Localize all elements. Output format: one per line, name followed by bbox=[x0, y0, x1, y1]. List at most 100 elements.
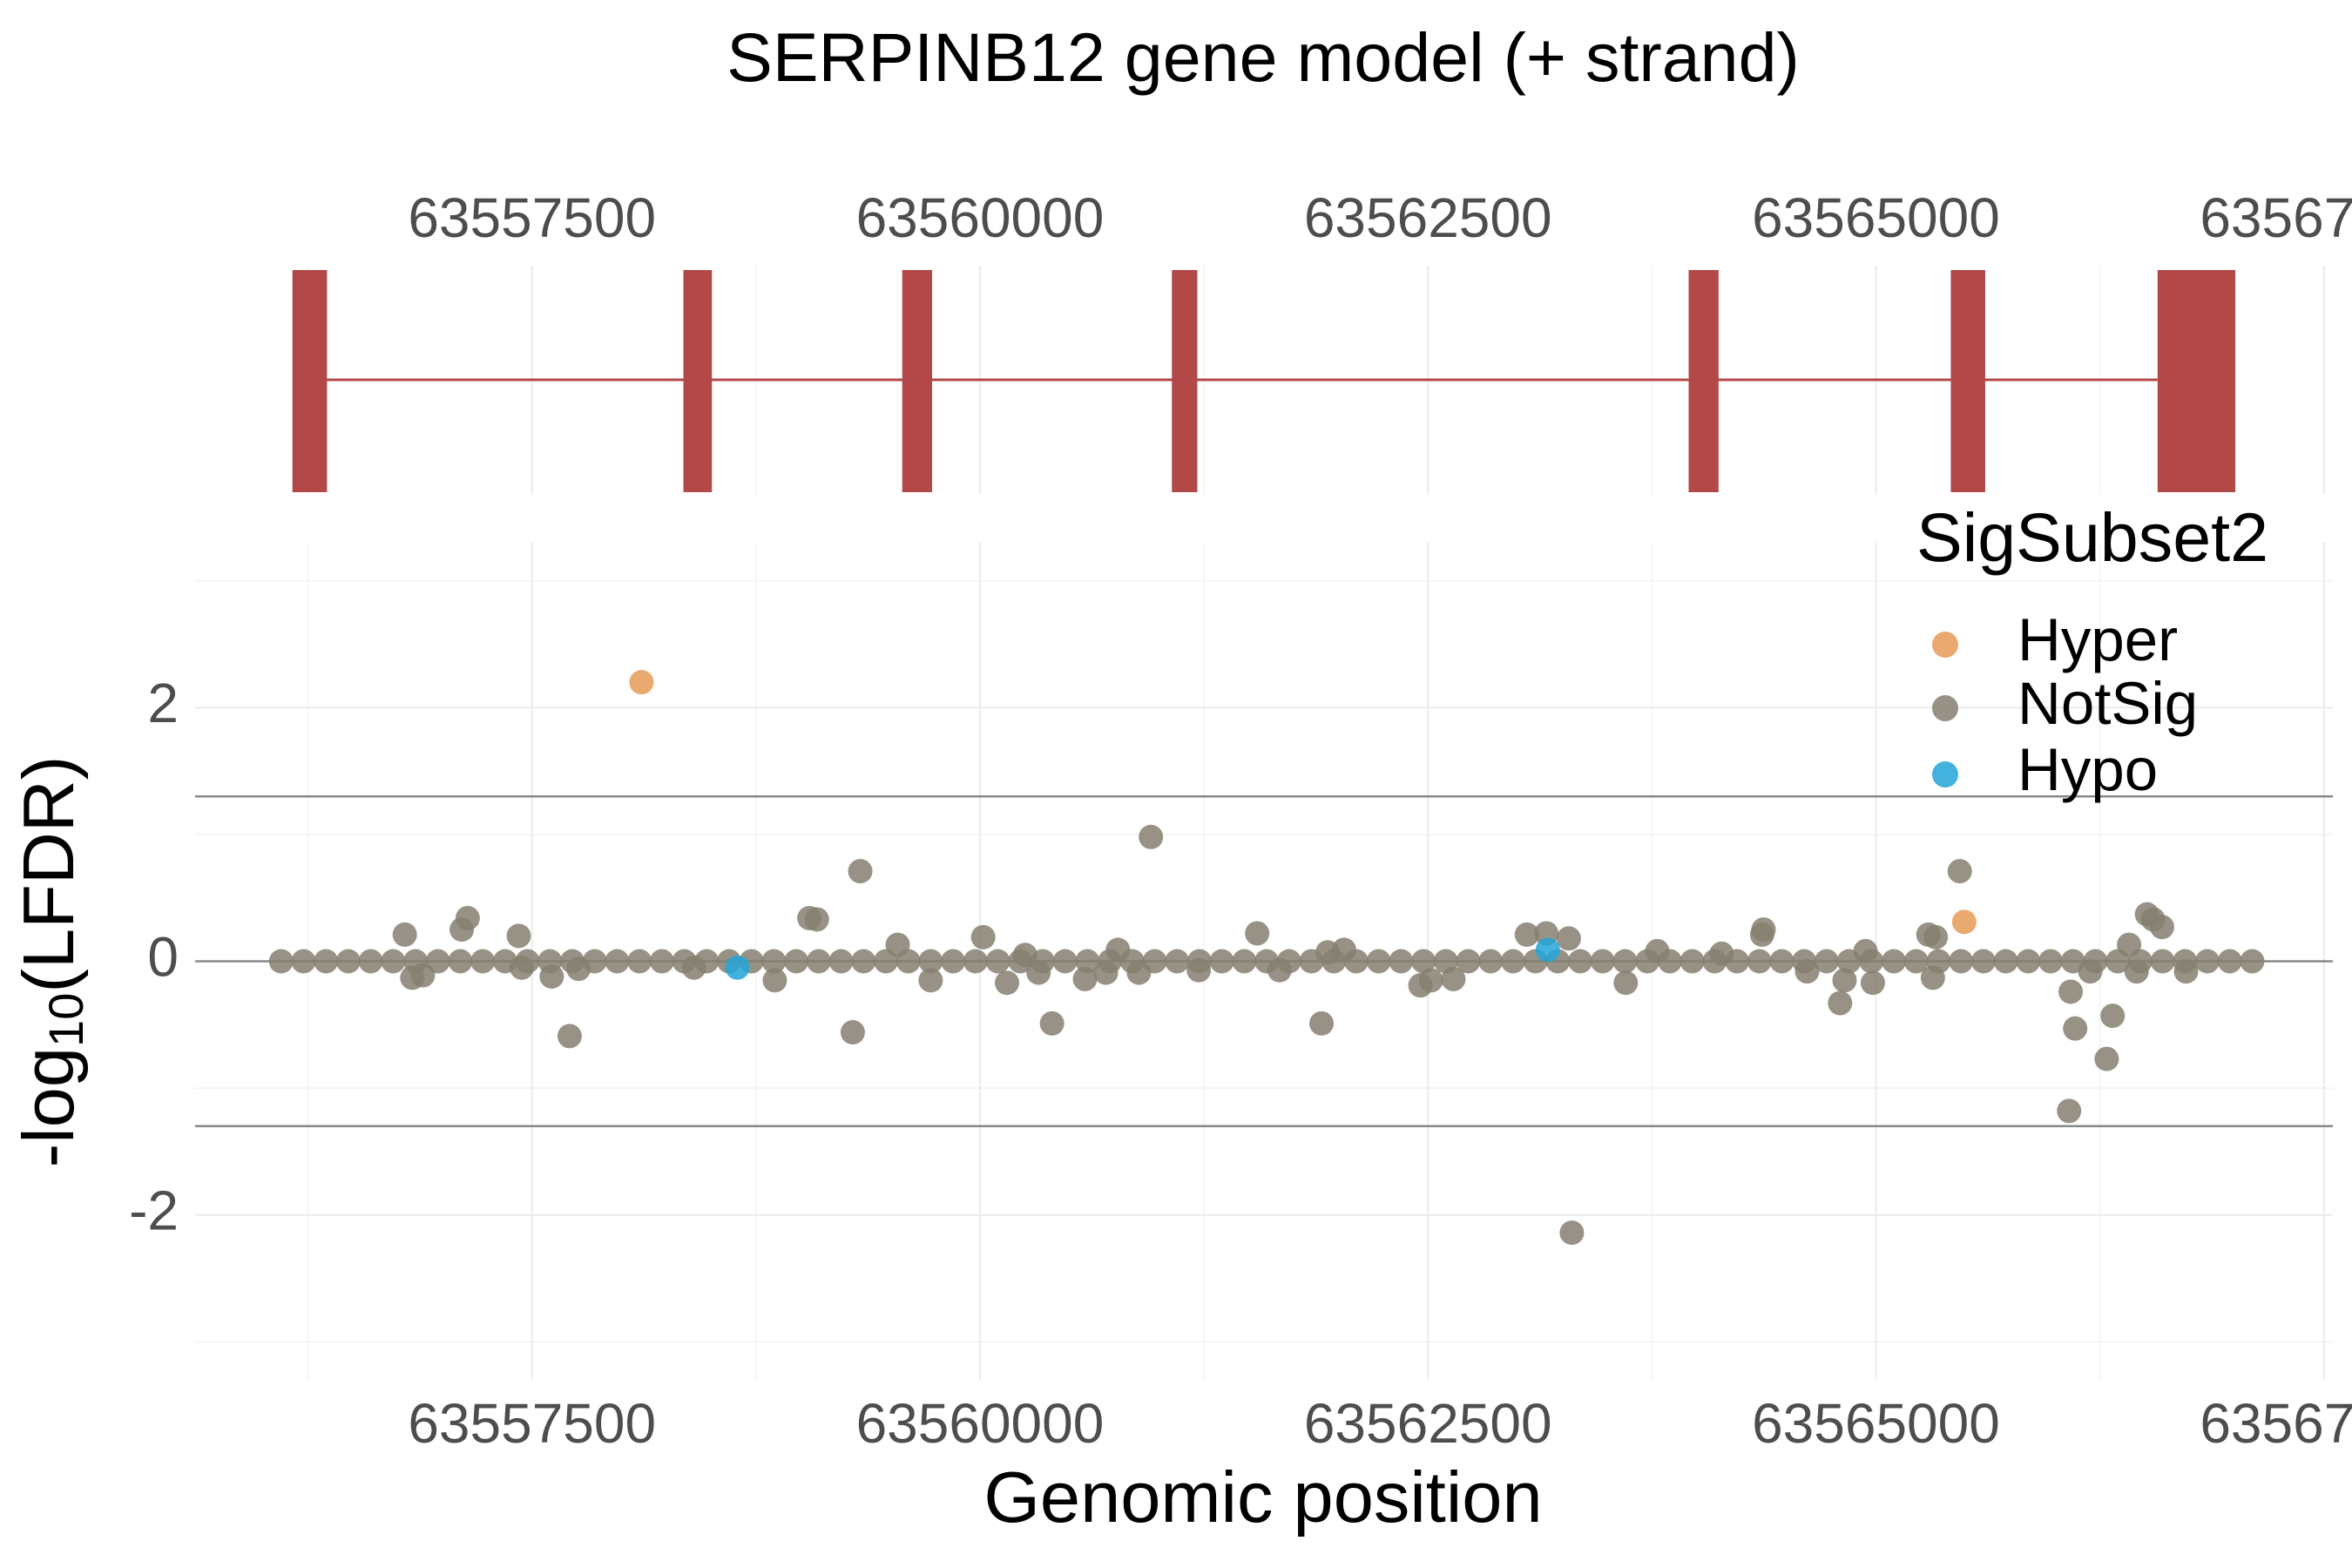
point bbox=[1836, 949, 1862, 974]
point bbox=[1612, 949, 1638, 974]
point bbox=[1456, 949, 1481, 974]
point bbox=[559, 949, 585, 974]
point bbox=[1389, 949, 1414, 974]
x-tick-label: 63562500 bbox=[1304, 1392, 1552, 1455]
point bbox=[1478, 949, 1504, 974]
point bbox=[2149, 915, 2174, 940]
point bbox=[2038, 949, 2064, 974]
x-tick-label: 63562500 bbox=[1304, 186, 1552, 249]
x-tick-label: 63557500 bbox=[408, 186, 656, 249]
legend-swatch bbox=[1932, 695, 1958, 721]
exon bbox=[902, 270, 933, 492]
point bbox=[291, 949, 316, 974]
point bbox=[506, 923, 531, 949]
point bbox=[1747, 949, 1772, 974]
point bbox=[1433, 949, 1458, 974]
x-tick-label: 63565000 bbox=[1752, 186, 2000, 249]
point bbox=[1500, 949, 1525, 974]
point bbox=[804, 907, 829, 932]
point bbox=[762, 968, 787, 993]
point bbox=[2127, 949, 2153, 974]
point bbox=[848, 859, 873, 884]
legend-title: SigSubset2 bbox=[1916, 498, 2268, 576]
point bbox=[896, 949, 921, 974]
point bbox=[1075, 949, 1100, 974]
y-tick-label: -2 bbox=[129, 1179, 179, 1242]
point bbox=[694, 949, 720, 974]
point bbox=[2195, 949, 2220, 974]
point bbox=[873, 949, 898, 974]
x-tick-label: 63557500 bbox=[408, 1392, 656, 1455]
point bbox=[1245, 921, 1270, 946]
point bbox=[2083, 949, 2108, 974]
point bbox=[1882, 949, 1907, 974]
point bbox=[1276, 949, 1301, 974]
point bbox=[1232, 949, 1257, 974]
point bbox=[2058, 979, 2084, 1004]
point bbox=[1657, 949, 1682, 974]
point bbox=[1832, 968, 1857, 993]
point bbox=[2100, 1004, 2126, 1029]
point bbox=[2016, 949, 2041, 974]
point bbox=[455, 905, 480, 930]
point bbox=[2105, 949, 2131, 974]
point bbox=[1814, 949, 1839, 974]
legend-label: Hyper bbox=[2017, 606, 2178, 673]
point bbox=[582, 949, 607, 974]
point bbox=[448, 949, 473, 974]
point bbox=[806, 949, 831, 974]
point bbox=[1568, 949, 1593, 974]
point bbox=[358, 949, 383, 974]
point bbox=[314, 949, 339, 974]
x-tick-label: 63560000 bbox=[856, 186, 1105, 249]
y-axis-label: -log10(LFDR) bbox=[8, 756, 93, 1168]
point bbox=[1828, 990, 1853, 1016]
point bbox=[1860, 970, 1885, 996]
point bbox=[1702, 949, 1727, 974]
y-label-subscript: 10 bbox=[38, 993, 93, 1047]
point bbox=[1923, 924, 1949, 950]
point bbox=[492, 949, 517, 974]
point bbox=[1535, 937, 1560, 963]
point bbox=[1949, 949, 1974, 974]
point bbox=[1993, 949, 2018, 974]
point bbox=[381, 949, 406, 974]
point bbox=[1299, 949, 1324, 974]
y-tick-label: 0 bbox=[147, 925, 179, 988]
point bbox=[1590, 949, 1615, 974]
x-tick-label: 63560000 bbox=[856, 1392, 1105, 1455]
legend-label: Hypo bbox=[2017, 736, 2158, 803]
point bbox=[1186, 949, 1212, 974]
point bbox=[2060, 949, 2085, 974]
point bbox=[1209, 949, 1234, 974]
point bbox=[1411, 949, 1436, 974]
point bbox=[1903, 949, 1929, 974]
point bbox=[2173, 949, 2198, 974]
exon bbox=[1950, 270, 1985, 492]
x-tick-label: 63567500 bbox=[2200, 1392, 2352, 1455]
point bbox=[2217, 949, 2242, 974]
point bbox=[1142, 949, 1167, 974]
point bbox=[1725, 949, 1750, 974]
point bbox=[1751, 917, 1776, 943]
point bbox=[470, 949, 496, 974]
point bbox=[672, 949, 697, 974]
point bbox=[1052, 949, 1078, 974]
point bbox=[761, 949, 787, 974]
point bbox=[268, 949, 294, 974]
point bbox=[784, 949, 809, 974]
y-tick-label: 2 bbox=[147, 672, 179, 734]
y-label-prefix: -log bbox=[8, 1047, 89, 1167]
point bbox=[537, 949, 563, 974]
point bbox=[1309, 1010, 1335, 1036]
point bbox=[840, 1020, 865, 1045]
point bbox=[425, 949, 450, 974]
point bbox=[1343, 949, 1369, 974]
point bbox=[828, 949, 854, 974]
exon bbox=[292, 270, 328, 492]
legend-label: NotSig bbox=[2017, 670, 2198, 737]
point bbox=[1680, 949, 1705, 974]
point bbox=[1859, 949, 1884, 974]
point bbox=[557, 1024, 582, 1049]
